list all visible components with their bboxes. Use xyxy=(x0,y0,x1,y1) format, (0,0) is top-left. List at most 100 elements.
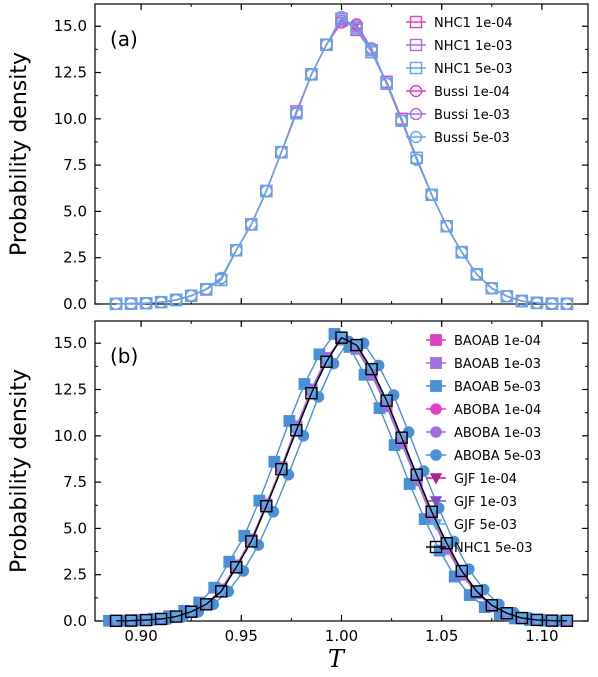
y-tick-label: 12.5 xyxy=(54,381,87,399)
legend-entry: GJF 1e-03 xyxy=(426,495,517,510)
legend-label: NHC1 5e-03 xyxy=(454,541,532,556)
y-axis-title: Probability density xyxy=(7,369,32,573)
data-point xyxy=(350,21,363,35)
data-point xyxy=(515,611,529,625)
data-point xyxy=(245,218,258,231)
x-tick-label: 1.10 xyxy=(525,627,558,645)
legend-label: NHC1 1e-04 xyxy=(434,16,512,31)
legend-entry: Bussi 1e-04 xyxy=(406,84,510,100)
data-point xyxy=(425,505,438,518)
data-point xyxy=(320,38,333,51)
data-point xyxy=(139,613,153,627)
data-point xyxy=(260,184,273,198)
legend-marker xyxy=(429,473,443,485)
data-point xyxy=(230,244,243,257)
legend-entry: NHC1 5e-03 xyxy=(426,540,532,556)
data-point xyxy=(275,462,288,476)
data-point xyxy=(200,598,213,611)
legend-entry: BAOAB 5e-03 xyxy=(426,380,541,395)
legend-marker xyxy=(409,107,423,121)
y-tick-label: 10.0 xyxy=(54,110,87,128)
y-tick-label: 12.5 xyxy=(54,64,87,82)
legend-entry: ABOBA 1e-04 xyxy=(426,403,541,418)
legend-marker xyxy=(409,130,423,144)
legend-label: BAOAB 5e-03 xyxy=(454,380,541,395)
legend-marker xyxy=(430,426,442,438)
legend-entry: GJF 5e-03 xyxy=(426,518,517,533)
legend-marker xyxy=(430,449,442,461)
data-point xyxy=(470,268,483,281)
y-tick-label: 15.0 xyxy=(54,17,87,35)
y-tick-label: 0.0 xyxy=(63,295,87,313)
data-point xyxy=(215,271,228,285)
data-point xyxy=(230,561,243,574)
x-tick-label: 1.00 xyxy=(325,627,358,645)
data-point xyxy=(298,378,311,390)
data-point xyxy=(515,294,529,308)
legend-label: ABOBA 1e-03 xyxy=(454,426,541,441)
data-point xyxy=(200,282,213,296)
series-bussi-5e-03 xyxy=(109,10,574,311)
panel-label: (a) xyxy=(110,27,138,51)
data-point xyxy=(109,297,123,311)
x-tick-label: 1.05 xyxy=(425,627,458,645)
plot-frame xyxy=(94,3,589,305)
x-axis-title: T xyxy=(328,645,346,673)
data-point xyxy=(184,605,198,618)
series-nhc1-5e-03 xyxy=(109,331,574,628)
data-point xyxy=(154,295,168,309)
legend-marker xyxy=(409,84,423,98)
data-point xyxy=(215,585,228,598)
data-point xyxy=(425,188,438,201)
data-point xyxy=(245,535,258,548)
legend-label: ABOBA 5e-03 xyxy=(454,449,541,464)
data-point xyxy=(305,387,318,400)
y-tick-label: 2.5 xyxy=(63,566,87,584)
data-point xyxy=(440,220,453,233)
data-point xyxy=(320,355,333,368)
data-point xyxy=(290,424,303,437)
data-point xyxy=(470,585,483,598)
data-point xyxy=(290,107,303,120)
legend-label: GJF 1e-03 xyxy=(454,495,517,510)
data-point xyxy=(395,431,408,444)
legend-marker xyxy=(409,61,423,75)
legend-label: GJF 1e-04 xyxy=(454,472,517,487)
data-point xyxy=(124,297,138,310)
data-point xyxy=(530,613,544,627)
legend-marker xyxy=(430,403,442,415)
legend-entry: Bussi 1e-03 xyxy=(406,107,510,123)
data-point xyxy=(455,564,468,578)
y-tick-label: 10.0 xyxy=(54,427,87,445)
legend-marker xyxy=(430,357,442,369)
y-tick-label: 7.5 xyxy=(63,473,87,491)
y-tick-label: 15.0 xyxy=(54,334,87,352)
data-point xyxy=(380,394,393,407)
data-point xyxy=(335,10,348,24)
data-point xyxy=(283,415,296,427)
data-point xyxy=(312,391,325,403)
legend-entry: NHC1 5e-03 xyxy=(406,61,512,77)
data-point xyxy=(500,607,514,620)
data-point xyxy=(560,297,574,311)
data-point xyxy=(305,68,318,81)
legend-label: ABOBA 1e-04 xyxy=(454,403,541,418)
legend-label: NHC1 5e-03 xyxy=(434,62,512,77)
y-tick-label: 2.5 xyxy=(63,249,87,267)
legend-entry: BAOAB 1e-03 xyxy=(426,357,541,372)
data-point xyxy=(260,499,273,513)
data-point xyxy=(124,614,138,627)
data-point xyxy=(169,610,183,623)
legend-label: GJF 5e-03 xyxy=(454,518,517,533)
data-point xyxy=(350,338,363,352)
data-point xyxy=(237,565,250,577)
panel-b: 0.0 2.5 5.0 7.5 10.0 12.5 15.0 0.90 0.95 1.00 1.05… xyxy=(7,320,589,645)
legend-label: BAOAB 1e-03 xyxy=(454,357,541,372)
data-point xyxy=(184,289,198,302)
data-point xyxy=(365,44,378,57)
legend-marker xyxy=(430,334,442,346)
data-point xyxy=(252,539,265,551)
data-point xyxy=(154,612,168,626)
legend-entry: ABOBA 5e-03 xyxy=(426,449,541,464)
